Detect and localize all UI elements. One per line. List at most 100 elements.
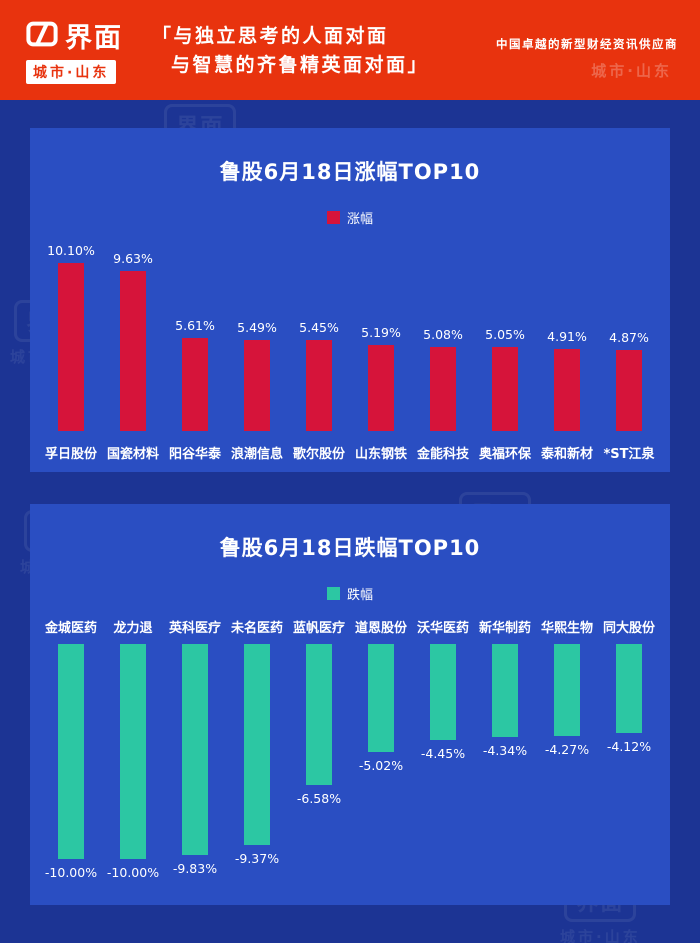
gainers-bar-chart: 10.10% 孚日股份 9.63% 国瓷材料 5.61% 阳谷华泰 5.49% 浪潮信息 5.4… [30, 235, 670, 462]
bar [616, 350, 642, 431]
bar-value-label: -4.34% [482, 743, 528, 758]
bar-value-label: -6.58% [296, 791, 342, 806]
bar [430, 347, 456, 431]
bar-value-label: 4.87% [609, 330, 649, 345]
bar [181, 644, 208, 855]
bar [305, 644, 332, 785]
bar-category-label: 龙力退 [113, 621, 153, 636]
quote-line-1: 「与独立思考的人面对面 [152, 25, 389, 47]
bar-column: 蓝帆医疗 -6.58% [288, 617, 350, 888]
losers-legend: 跌幅 [30, 584, 670, 603]
bar-column: 未名医药 -9.37% [226, 617, 288, 888]
bar [492, 347, 518, 431]
bar-value-label: 5.45% [299, 320, 339, 335]
bar [244, 340, 270, 431]
bar-column: 英科医疗 -9.83% [164, 617, 226, 888]
bar-column: 华熙生物 -4.27% [536, 617, 598, 888]
header: 界面 城市·山东 「与独立思考的人面对面 与智慧的齐鲁精英面对面」 中国卓越的新… [0, 0, 700, 100]
bar-column: 龙力退 -10.00% [102, 617, 164, 888]
bar [368, 345, 394, 431]
jiemian-logo-icon [26, 18, 58, 54]
gainers-legend-label: 涨幅 [346, 212, 373, 227]
bar-value-label: 5.19% [361, 325, 401, 340]
header-quote: 「与独立思考的人面对面 与智慧的齐鲁精英面对面」 [152, 22, 429, 81]
bar-category-label: 金能科技 [416, 447, 469, 462]
bar-column: 9.63% 国瓷材料 [102, 235, 164, 462]
bar-column: 5.19% 山东钢铁 [350, 235, 412, 462]
bar-column: 金城医药 -10.00% [40, 617, 102, 888]
bar-column: 4.87% *ST江泉 [598, 235, 660, 462]
bar [553, 644, 580, 736]
bar-value-label: -5.02% [358, 758, 404, 773]
bar-column: 4.91% 泰和新材 [536, 235, 598, 462]
bar [554, 349, 580, 431]
gainers-legend-swatch [326, 211, 340, 224]
bar [615, 644, 642, 733]
bar-value-label: 9.63% [113, 251, 153, 266]
bar-column: 5.05% 奥福环保 [474, 235, 536, 462]
bar-column: 5.49% 浪潮信息 [226, 235, 288, 462]
bar-category-label: 山东钢铁 [354, 447, 407, 462]
bar-category-label: 泰和新材 [540, 447, 593, 462]
bar-value-label: -4.27% [544, 742, 590, 757]
bar [429, 644, 456, 740]
bar-column: 5.45% 歌尔股份 [288, 235, 350, 462]
quote-line-2: 与智慧的齐鲁精英面对面」 [171, 54, 430, 77]
bar-category-label: 国瓷材料 [106, 447, 159, 462]
bar-value-label: -10.00% [44, 865, 98, 880]
bar-category-label: 孚日股份 [44, 447, 97, 462]
bar-value-label: 5.61% [175, 318, 215, 333]
bar-column: 同大股份 -4.12% [598, 617, 660, 888]
losers-bar-chart: 金城医药 -10.00% 龙力退 -10.00% 英科医疗 -9.83% 未名医药 -9.37… [30, 617, 670, 888]
gainers-chart-title: 鲁股6月18日涨幅TOP10 [219, 160, 481, 184]
bar-column: 5.08% 金能科技 [412, 235, 474, 462]
bar-value-label: 4.91% [547, 329, 587, 344]
bar-category-label: 歌尔股份 [292, 447, 345, 462]
bar-value-label: 10.10% [47, 243, 95, 258]
gainers-legend: 涨幅 [30, 208, 670, 227]
bar-column: 10.10% 孚日股份 [40, 235, 102, 462]
header-tagline: 中国卓越的新型财经资讯供应商 [496, 37, 678, 51]
bar-category-label: 新华制药 [478, 621, 531, 636]
losers-legend-label: 跌幅 [346, 588, 373, 603]
bar-category-label: 金城医药 [44, 621, 97, 636]
bar [120, 644, 146, 859]
bar-category-label: 英科医疗 [168, 621, 221, 636]
bar-value-label: 5.49% [237, 320, 277, 335]
losers-panel: 鲁股6月18日跌幅TOP10 跌幅 金城医药 -10.00% 龙力退 -10.00% 英… [30, 504, 670, 905]
bar-category-label: 沃华医药 [416, 621, 469, 636]
brand-name: 界面 [65, 23, 123, 54]
bar-value-label: -9.37% [234, 851, 280, 866]
bar [58, 644, 84, 859]
watermark: 城市·山东 [591, 56, 672, 81]
bar [367, 644, 394, 752]
losers-chart-title: 鲁股6月18日跌幅TOP10 [219, 536, 481, 560]
watermark-label: 城市·山东 [560, 928, 641, 943]
bar-value-label: -4.12% [606, 739, 652, 754]
bar-category-label: 浪潮信息 [230, 447, 283, 462]
bar-category-label: *ST江泉 [603, 447, 655, 462]
bar [306, 340, 332, 431]
bar [120, 271, 146, 431]
gainers-panel: 鲁股6月18日涨幅TOP10 涨幅 10.10% 孚日股份 9.63% 国瓷材料 5.6… [30, 128, 670, 472]
brand: 界面 城市·山东 [26, 16, 123, 84]
bar-value-label: -4.45% [420, 746, 466, 761]
bar-category-label: 奥福环保 [478, 447, 531, 462]
watermark-label: 城市·山东 [591, 62, 672, 80]
bar-value-label: -10.00% [106, 865, 160, 880]
brand-region-badge: 城市·山东 [26, 60, 117, 84]
bar [491, 644, 518, 737]
bar-category-label: 蓝帆医疗 [292, 621, 345, 636]
bar-category-label: 同大股份 [602, 621, 655, 636]
bar-value-label: -9.83% [172, 861, 218, 876]
bar-category-label: 华熙生物 [540, 621, 593, 636]
bar-category-label: 道恩股份 [354, 621, 407, 636]
bar-category-label: 阳谷华泰 [168, 447, 221, 462]
bar-category-label: 未名医药 [230, 621, 283, 636]
bar-column: 沃华医药 -4.45% [412, 617, 474, 888]
bar [182, 338, 208, 431]
losers-legend-swatch [326, 587, 340, 600]
bar-value-label: 5.08% [423, 327, 463, 342]
bar-column: 5.61% 阳谷华泰 [164, 235, 226, 462]
